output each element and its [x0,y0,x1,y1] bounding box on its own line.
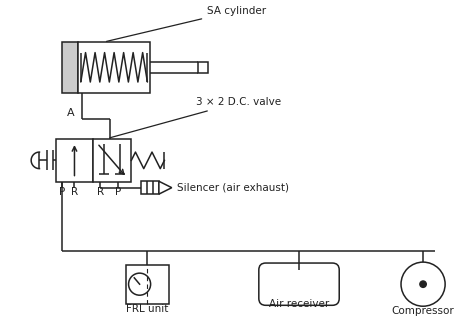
Text: Compressor: Compressor [392,307,455,317]
Bar [126,265,169,304]
Bar [141,181,159,194]
Text: 3 × 2 D.C. valve: 3 × 2 D.C. valve [110,98,281,138]
Text: Silencer (air exhaust): Silencer (air exhaust) [177,183,289,193]
Bar [198,62,208,73]
Text: A: A [66,109,74,119]
Bar [55,139,93,182]
Text: P: P [115,187,121,197]
Text: R: R [97,187,104,197]
FancyBboxPatch shape [259,263,339,305]
Text: Air receiver: Air receiver [269,299,329,309]
Polygon shape [159,181,172,194]
Circle shape [420,281,426,287]
Bar [63,42,79,93]
Text: P: P [59,187,65,197]
Text: FRL unit: FRL unit [126,304,169,314]
Text: R: R [71,187,78,197]
Bar [93,139,131,182]
Text: SA cylinder: SA cylinder [107,5,266,41]
Bar [79,42,150,93]
